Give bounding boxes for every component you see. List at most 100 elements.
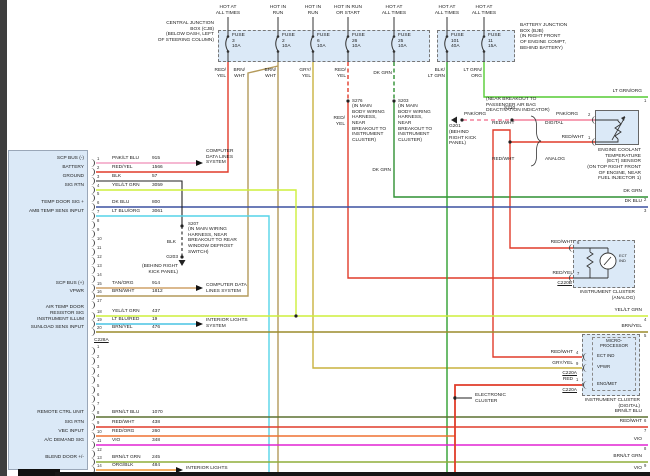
pin-function-label: BLEND DOOR +/- (45, 455, 84, 460)
s276: S276 (352, 98, 363, 103)
edge-pin-number: 5 (644, 333, 647, 338)
power-header: HOT AT ALL TIMES (215, 5, 241, 16)
wire-color-tag: RED/WHT (112, 420, 135, 425)
ect-ind-gauge-label: ECT IND (619, 253, 627, 263)
pin-number: 4 (97, 183, 100, 188)
pin-bracket (90, 203, 95, 211)
circuit-number: 438 (152, 420, 161, 425)
analog-branch-tag: ANALOG (545, 157, 565, 162)
circuit-number: 915 (152, 156, 161, 161)
fuse-11-label: FUSE 11 15A (488, 33, 501, 50)
pin-number: 5 (97, 191, 100, 196)
power-header: HOT AT ALL TIMES (381, 5, 407, 16)
window-bottom-edge (55, 472, 650, 476)
pin-number: 5 (97, 383, 100, 388)
edge-wire-label: VIO (633, 437, 642, 442)
instrument-cluster-digital-label: INSTRUMENT CLUSTER (DIGITAL) (584, 398, 640, 409)
pin-bracket (90, 230, 95, 238)
pin-bracket (90, 328, 95, 336)
pin-bracket (90, 347, 95, 355)
edge-pin-number: 2 (644, 197, 647, 202)
pin-number: 20 (97, 325, 102, 330)
pin-number: 14 (97, 463, 102, 468)
wire-color-tag: BRN/LT GRN (112, 455, 141, 460)
pin-bracket (90, 257, 95, 265)
instrument-cluster-analog-box (573, 240, 635, 288)
edge-wire-label: LT GRN/ORG (612, 89, 642, 94)
window-left-edge (0, 0, 7, 476)
pin-bracket (90, 395, 95, 403)
wire-color-tag: BLK (112, 174, 122, 179)
pin-bracket (583, 381, 588, 389)
power-header: HOT IN RUN (269, 5, 287, 16)
wire-color-tag: LT BLU/ORG (112, 209, 141, 214)
power-header: HOT IN RUN (304, 5, 322, 16)
fuse-101-label: FUSE 101 40A (451, 33, 464, 50)
edge-wire-label: BRN/LT BLU (614, 409, 642, 414)
circuit-number: 19 (152, 317, 158, 322)
pin-bracket (90, 423, 95, 431)
pin-number: 11 (97, 245, 102, 250)
wire-color-tag: RED/WHT (561, 135, 584, 140)
g203-desc: (BEHIND RIGHT KICK PANEL) (142, 264, 178, 275)
wire-color-tag: TAN/ORG (112, 281, 134, 286)
pin-number: 18 (97, 309, 102, 314)
pin-function-label: REMOTE CTRL UNIT (37, 410, 84, 415)
circuit-number: 3059 (152, 183, 163, 188)
pin-number: 1 (97, 344, 100, 349)
wire-color-tag: YEL/LT GRN (112, 183, 140, 188)
pin-bracket (90, 266, 95, 274)
pin-bracket (90, 466, 95, 474)
pin-number: 6 (97, 200, 100, 205)
pin-number: 3 (97, 174, 100, 179)
g201: G201 (449, 124, 461, 129)
digital-pin9-number: 9 (576, 361, 579, 366)
pin-number: 17 (97, 298, 102, 303)
microprocessor-title: MICRO- PROCESSOR (599, 338, 629, 349)
edge-wire-label: RED/WHT (619, 419, 642, 424)
ect-sensor-box (595, 110, 639, 145)
power-header: HOT AT ALL TIMES (434, 5, 460, 16)
edge-pin-number: 6 (644, 418, 647, 423)
pin-bracket (90, 177, 95, 185)
pin-bracket (90, 168, 95, 176)
arrow-icon (196, 320, 203, 327)
wire-color-tag: GRY/YEL (552, 361, 573, 366)
wire-color-tag: RED (562, 377, 573, 382)
fuse-26-label: FUSE 26 10A (352, 33, 365, 50)
wire-color-tag: VIO (112, 438, 121, 443)
pin-function-label: INSTRUMENT ILLUM (37, 317, 84, 322)
pin-function-label: VPWR (69, 289, 84, 294)
pin-number: 2 (97, 165, 100, 170)
circuit-number: 1812 (152, 289, 163, 294)
pin-number: 8 (97, 410, 100, 415)
edge-pin-number: 8 (644, 446, 647, 451)
g203-id: G203 (166, 255, 178, 260)
pin-number: 15 (97, 281, 102, 286)
wire-color-tag: BLK (166, 240, 176, 245)
pin-number: 8 (97, 218, 100, 223)
bjb-label: BATTERY JUNCTION BOX (BJB) (IN RIGHT FRO… (520, 23, 568, 51)
wire-color-tag: DK GRN (372, 168, 391, 173)
pin-bracket (90, 159, 95, 167)
computer-data-lines-ref: COMPUTER DATA LINES SYSTEM (206, 149, 234, 166)
pin-number: 11 (97, 438, 102, 443)
pin-number: 19 (97, 317, 102, 322)
circuit-number: 437 (152, 309, 161, 314)
ect-sensor-label: ENGINE COOLANT TEMPERATURE (ECT) SENSOR … (587, 148, 641, 182)
circuit-number: 1566 (152, 165, 163, 170)
circuit-number: 800 (152, 200, 161, 205)
pin-bracket (90, 275, 95, 283)
pin-bracket (90, 441, 95, 449)
instrument-cluster-analog-label: INSTRUMENT CLUSTER (ANALOG) (579, 290, 635, 301)
analog-pin6-number: 6 (577, 240, 580, 245)
wire-color-tag: DK GRN (373, 71, 392, 76)
wire-color-tag: RED/WHT (492, 121, 515, 126)
pin-function-label: GROUND (62, 174, 84, 179)
pin-number: 9 (97, 227, 100, 232)
wire-color-tag: PNK/ORG (556, 112, 579, 117)
pin-function-label: AMB TEMP SENS INPUT (29, 209, 84, 214)
ect-pin2-number: 2 (588, 112, 591, 117)
wire-color-tag: RED/WHT (492, 157, 515, 162)
pin-bracket (90, 284, 95, 292)
